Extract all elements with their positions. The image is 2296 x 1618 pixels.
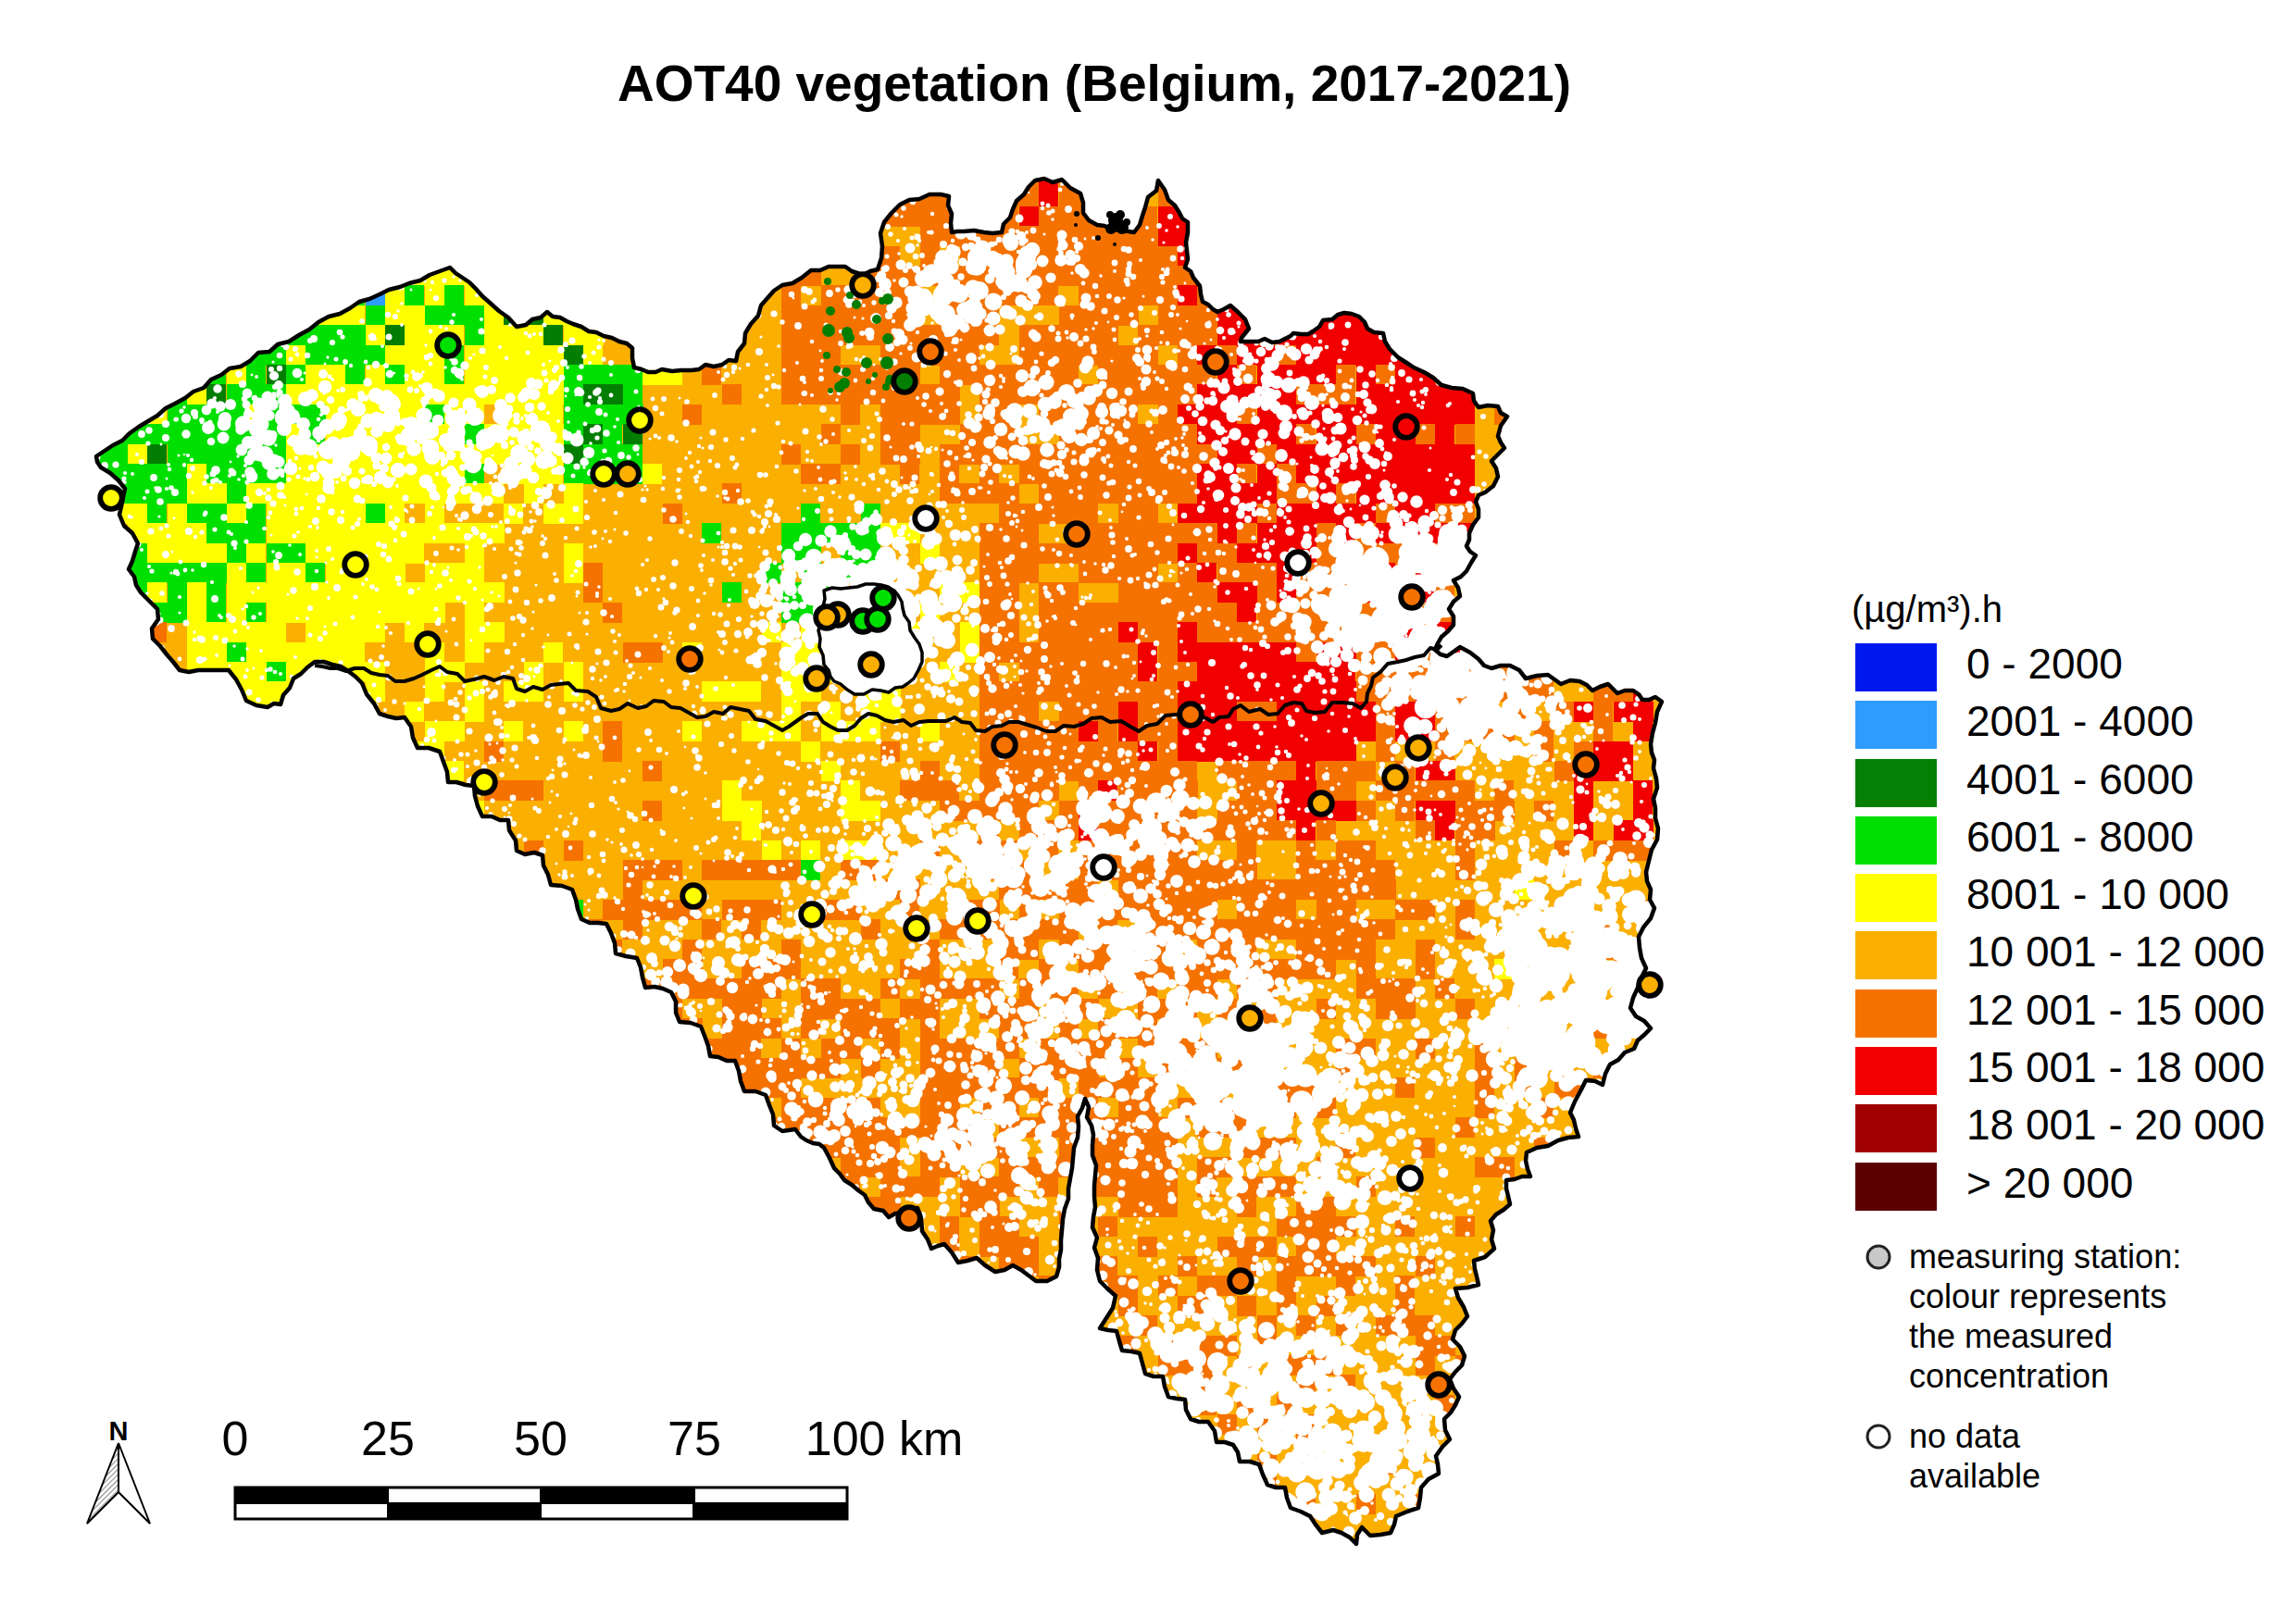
svg-text:100 km: 100 km	[805, 1412, 964, 1465]
svg-text:10 001 - 12 000: 10 001 - 12 000	[1966, 927, 2265, 976]
svg-text:2001 - 4000: 2001 - 4000	[1966, 697, 2194, 745]
svg-text:4001 - 6000: 4001 - 6000	[1966, 755, 2194, 803]
svg-text:no data: no data	[1909, 1417, 2021, 1455]
svg-text:25: 25	[361, 1412, 415, 1465]
svg-text:N: N	[109, 1416, 129, 1446]
svg-text:0: 0	[222, 1412, 249, 1465]
svg-text:available: available	[1909, 1457, 2040, 1495]
svg-text:15 001 - 18 000: 15 001 - 18 000	[1966, 1043, 2265, 1091]
svg-text:0 - 2000: 0 - 2000	[1966, 640, 2123, 688]
svg-text:> 20 000: > 20 000	[1966, 1159, 2133, 1207]
svg-text:50: 50	[514, 1412, 568, 1465]
svg-text:12 001 - 15 000: 12 001 - 15 000	[1966, 986, 2265, 1034]
svg-text:75: 75	[668, 1412, 721, 1465]
svg-text:colour represents: colour represents	[1909, 1277, 2166, 1315]
svg-text:measuring station:: measuring station:	[1909, 1238, 2181, 1276]
svg-text:8001 - 10 000: 8001 - 10 000	[1966, 870, 2229, 918]
svg-text:(µg/m³).h: (µg/m³).h	[1852, 589, 2003, 629]
svg-text:the measured: the measured	[1909, 1317, 2113, 1355]
svg-text:concentration: concentration	[1909, 1357, 2109, 1395]
svg-text:6001 - 8000: 6001 - 8000	[1966, 813, 2194, 861]
svg-text:18 001 - 20 000: 18 001 - 20 000	[1966, 1101, 2265, 1149]
